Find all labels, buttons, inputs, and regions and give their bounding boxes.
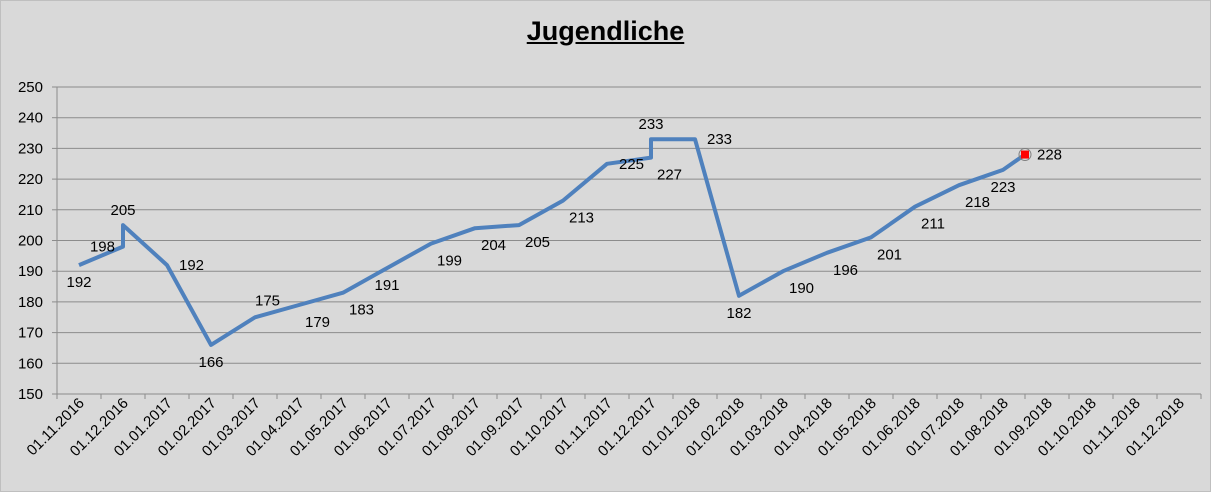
data-label: 175: [255, 292, 280, 309]
data-label: 190: [789, 280, 814, 297]
y-tick-label: 200: [18, 233, 43, 250]
data-label: 192: [66, 274, 91, 291]
data-label: 199: [437, 253, 462, 270]
selection-handle: [1018, 148, 1032, 162]
data-label: 192: [179, 257, 204, 274]
data-label: 182: [726, 305, 751, 322]
data-label: 211: [921, 216, 945, 233]
y-tick-label: 170: [18, 325, 43, 342]
data-label: 225: [619, 156, 644, 173]
y-tick-label: 220: [18, 171, 43, 188]
data-label: 205: [110, 202, 135, 219]
data-label: 204: [481, 237, 506, 254]
y-tick-label: 160: [18, 355, 43, 372]
last-point-marker: [1018, 148, 1032, 162]
y-axis-ticks: 150 160 170 180 190 200 210 220 230 240 250: [18, 79, 43, 403]
data-label: 223: [990, 179, 1015, 196]
y-tick-label: 190: [18, 263, 43, 280]
data-label: 218: [965, 194, 990, 211]
y-tick-label: 230: [18, 140, 43, 157]
data-label: 196: [833, 262, 858, 279]
chart-title: Jugendliche: [526, 16, 685, 46]
data-label: 233: [638, 116, 663, 133]
y-tick-label: 180: [18, 294, 43, 311]
data-label: 228: [1037, 147, 1062, 164]
data-label: 233: [707, 131, 732, 148]
data-label: 166: [198, 354, 223, 371]
data-label: 227: [657, 167, 682, 184]
y-tick-label: 150: [18, 386, 43, 403]
y-tick-label: 210: [18, 202, 43, 219]
axes: [52, 86, 1202, 399]
data-label: 179: [305, 314, 330, 331]
data-label: 183: [349, 302, 374, 319]
data-label: 191: [374, 277, 399, 294]
y-tick-label: 250: [18, 79, 43, 96]
data-label: 201: [877, 246, 902, 263]
data-label: 198: [90, 239, 115, 256]
data-point-marker: [1021, 150, 1029, 159]
data-label: 205: [525, 234, 550, 251]
gridlines: [57, 86, 1201, 364]
data-label: 213: [569, 210, 594, 227]
series-line: [78, 137, 1027, 347]
y-tick-label: 240: [18, 110, 43, 127]
x-axis-ticks: 01.11.201601.12.201601.01.201701.02.2017…: [24, 395, 1188, 460]
